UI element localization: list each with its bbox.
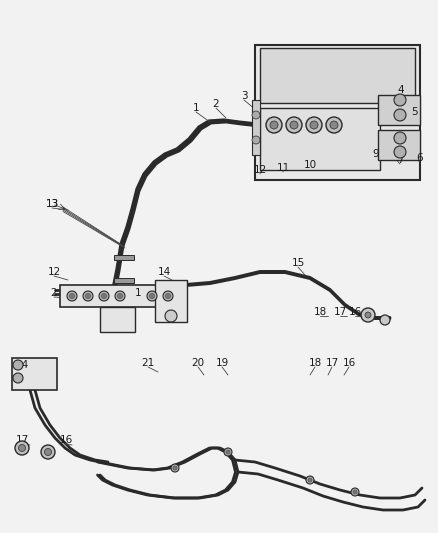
Text: 19: 19	[215, 358, 229, 368]
Circle shape	[365, 312, 371, 318]
Circle shape	[99, 291, 109, 301]
Circle shape	[171, 464, 179, 472]
Circle shape	[380, 315, 390, 325]
Text: 1: 1	[135, 288, 141, 298]
Circle shape	[270, 121, 278, 129]
Circle shape	[147, 291, 157, 301]
Circle shape	[15, 441, 29, 455]
Text: 14: 14	[15, 360, 28, 370]
Circle shape	[286, 117, 302, 133]
Circle shape	[308, 478, 312, 482]
Circle shape	[306, 476, 314, 484]
Circle shape	[165, 310, 177, 322]
Text: 6: 6	[417, 153, 423, 163]
Text: 4: 4	[398, 85, 404, 95]
Circle shape	[353, 490, 357, 494]
Text: 20: 20	[191, 358, 205, 368]
Text: 16: 16	[348, 307, 362, 317]
Circle shape	[310, 121, 318, 129]
Circle shape	[394, 132, 406, 144]
Text: 17: 17	[333, 307, 346, 317]
Text: 13: 13	[46, 199, 59, 209]
Text: 14: 14	[157, 267, 171, 277]
Circle shape	[166, 294, 170, 298]
Text: 13: 13	[46, 199, 59, 209]
Circle shape	[306, 117, 322, 133]
Circle shape	[149, 294, 155, 298]
Circle shape	[226, 450, 230, 454]
Bar	[252, 100, 260, 155]
Text: 17: 17	[325, 358, 339, 368]
Circle shape	[394, 146, 406, 158]
Circle shape	[394, 109, 406, 121]
Text: 12: 12	[47, 267, 60, 277]
Circle shape	[394, 94, 406, 106]
Circle shape	[70, 294, 74, 298]
Circle shape	[290, 121, 298, 129]
Bar	[378, 95, 420, 125]
Text: 18: 18	[308, 358, 321, 368]
Circle shape	[83, 291, 93, 301]
Circle shape	[102, 294, 106, 298]
Bar	[114, 255, 134, 260]
Text: 17: 17	[15, 435, 28, 445]
Circle shape	[45, 448, 52, 456]
Circle shape	[330, 121, 338, 129]
Text: 16: 16	[343, 358, 356, 368]
Text: 3: 3	[241, 91, 247, 101]
Circle shape	[18, 445, 25, 451]
Circle shape	[13, 373, 23, 383]
Text: 11: 11	[276, 163, 290, 173]
Circle shape	[224, 448, 232, 456]
Bar	[260, 48, 415, 103]
Circle shape	[85, 294, 91, 298]
Circle shape	[252, 111, 260, 119]
Circle shape	[266, 117, 282, 133]
Text: 1: 1	[193, 103, 199, 113]
Bar	[12, 358, 57, 390]
Text: 21: 21	[141, 358, 155, 368]
Text: 16: 16	[60, 435, 73, 445]
Circle shape	[117, 294, 123, 298]
Bar	[155, 280, 187, 322]
Circle shape	[13, 360, 23, 370]
Text: 2: 2	[213, 99, 219, 109]
Bar	[378, 130, 420, 160]
Text: 7: 7	[397, 155, 403, 165]
Text: 15: 15	[291, 258, 304, 268]
Circle shape	[252, 136, 260, 144]
Bar	[255, 45, 420, 180]
Text: 10: 10	[304, 160, 317, 170]
Circle shape	[361, 308, 375, 322]
Bar	[60, 285, 185, 307]
Circle shape	[115, 291, 125, 301]
Text: 18: 18	[313, 307, 327, 317]
Text: 9: 9	[373, 149, 379, 159]
Circle shape	[41, 445, 55, 459]
Bar	[114, 278, 134, 283]
Circle shape	[173, 466, 177, 470]
Text: 2: 2	[51, 288, 57, 298]
Bar	[260, 108, 380, 170]
Circle shape	[67, 291, 77, 301]
Circle shape	[163, 291, 173, 301]
Circle shape	[351, 488, 359, 496]
Bar	[100, 307, 135, 332]
Text: 12: 12	[253, 165, 267, 175]
Text: 5: 5	[412, 107, 418, 117]
Circle shape	[326, 117, 342, 133]
